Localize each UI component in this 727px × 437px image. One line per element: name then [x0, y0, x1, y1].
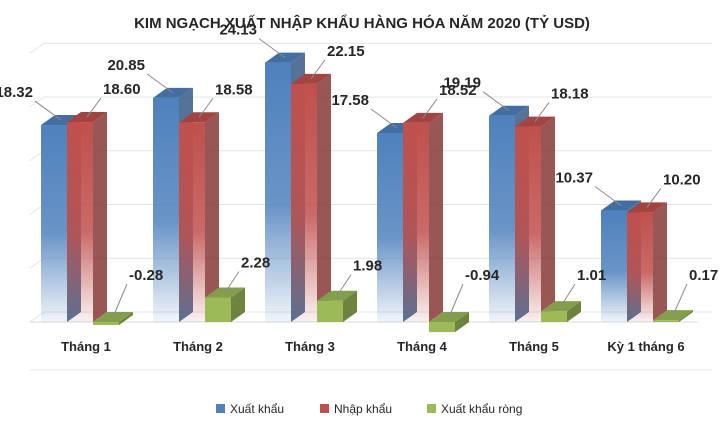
bar-nhap-khau: [67, 122, 93, 322]
bar-side: [205, 112, 219, 322]
data-label: 24.13: [219, 22, 257, 39]
data-labels-layer: 18.32 18.60 -0.28 20.85 18.58 2.28 24.13 22.15 1…: [0, 22, 718, 318]
bar-nhap-khau: [627, 212, 653, 322]
data-label: 10.20: [663, 171, 701, 188]
leader-line: [448, 283, 464, 318]
legend-swatch: [320, 404, 329, 413]
data-label: -0.28: [129, 267, 163, 284]
data-label: 10.37: [555, 170, 593, 187]
data-label: 1.01: [577, 267, 606, 284]
legend-swatch: [427, 404, 436, 413]
data-label: 19.19: [443, 75, 481, 92]
data-label: 18.52: [439, 82, 477, 99]
bar-xuat-khau-rong: [429, 322, 455, 333]
leader-line: [646, 188, 662, 208]
data-label: 18.18: [551, 86, 589, 103]
gridline-diagonal: [29, 42, 45, 54]
bar-xuat-khau: [153, 97, 179, 322]
leader-line: [34, 100, 62, 121]
data-label: 18.60: [103, 81, 141, 98]
legend-item: Xuất khẩu ròng: [427, 402, 522, 416]
bar-xuat-khau: [41, 125, 67, 322]
leader-line: [336, 274, 352, 296]
x-tick-label: Kỳ 1 tháng 6: [607, 339, 684, 354]
chart-title: KIM NGẠCH XUẤT NHẬP KHẨU HÀNG HÓA NĂM 20…: [134, 14, 590, 32]
legend-item: Nhập khẩu: [320, 402, 392, 416]
leader-line: [258, 38, 286, 59]
bar-side: [119, 312, 133, 326]
bar-side: [653, 202, 667, 322]
data-label: 20.85: [107, 57, 145, 74]
bar-nhap-khau: [291, 83, 317, 322]
leader-line: [86, 97, 102, 118]
data-label: 2.28: [241, 254, 270, 271]
leader-line: [112, 283, 128, 318]
legend: Xuất khẩu Nhập khẩu Xuất khẩu ròng: [216, 402, 522, 416]
x-tick-label: Tháng 5: [509, 339, 559, 354]
data-label: 18.58: [215, 81, 253, 98]
bar-nhap-khau: [403, 122, 429, 322]
bar-xuat-khau-rong: [653, 320, 679, 322]
leader-line: [672, 283, 688, 316]
leader-line: [310, 59, 326, 80]
data-label: 22.15: [327, 43, 365, 60]
x-tick-label: Tháng 4: [397, 339, 448, 354]
bar-xuat-khau: [265, 62, 291, 322]
leader-line: [482, 91, 510, 112]
bar-side: [93, 112, 107, 322]
x-axis: Tháng 1 Tháng 2 Tháng 3 Tháng 4 Tháng 5 Kỳ 1 …: [61, 339, 685, 354]
bar-xuat-khau-rong: [541, 311, 567, 322]
data-label: 18.32: [0, 84, 33, 101]
x-tick-label: Tháng 1: [61, 339, 111, 354]
legend-label: Xuất khẩu ròng: [441, 402, 522, 416]
bars-layer: [41, 52, 693, 333]
bar-xuat-khau-rong: [205, 297, 231, 322]
leader-line: [146, 73, 174, 94]
bar-side: [429, 112, 443, 322]
leader-line: [594, 186, 622, 206]
leader-line: [560, 283, 576, 307]
data-label: -0.94: [465, 267, 500, 284]
bar-side: [455, 312, 469, 333]
legend-item: Xuất khẩu: [216, 402, 284, 416]
data-label: 1.98: [353, 258, 382, 275]
bar-xuat-khau: [489, 115, 515, 323]
bar-nhap-khau: [179, 122, 205, 322]
bar-side: [343, 290, 357, 322]
data-label: 0.17: [689, 267, 718, 284]
bar-side: [317, 73, 331, 322]
leader-line: [370, 108, 398, 129]
bar-nhap-khau: [515, 126, 541, 322]
data-label: 17.58: [331, 92, 369, 109]
legend-label: Xuất khẩu: [230, 402, 284, 416]
x-tick-label: Tháng 2: [173, 339, 223, 354]
bar-side: [541, 116, 555, 322]
bar-side: [567, 301, 581, 322]
legend-swatch: [216, 404, 225, 413]
bar-xuat-khau-rong: [317, 300, 343, 322]
leader-line: [422, 98, 438, 119]
leader-line: [198, 97, 214, 118]
bar-xuat-khau-rong: [93, 322, 119, 326]
leader-line: [534, 102, 550, 122]
bar-xuat-khau: [601, 210, 627, 322]
x-tick-label: Tháng 3: [285, 339, 335, 354]
bar-side: [679, 310, 693, 322]
leader-line: [224, 271, 240, 293]
legend-label: Nhập khẩu: [334, 402, 392, 416]
bar-xuat-khau: [377, 133, 403, 322]
bar-side: [231, 287, 245, 322]
